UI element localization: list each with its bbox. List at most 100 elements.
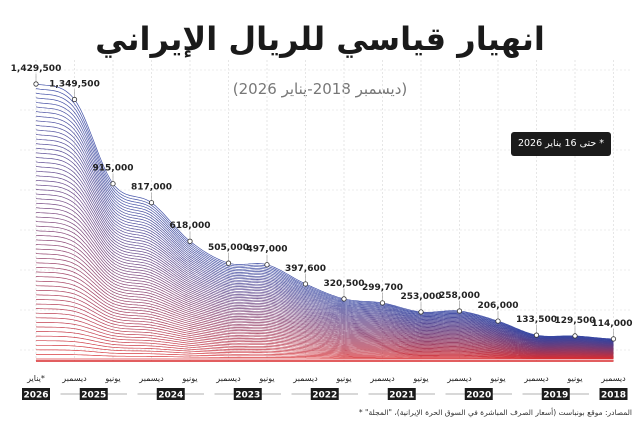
ridge-line xyxy=(35,111,614,342)
ridge-line xyxy=(35,143,614,344)
year-label: 2025 xyxy=(81,391,106,401)
ridge-line xyxy=(36,312,614,357)
data-point xyxy=(379,300,386,306)
month-tick-label: يونيو xyxy=(412,374,428,383)
ridge-line xyxy=(35,147,614,344)
ridge-line xyxy=(35,124,614,343)
ridge-line xyxy=(35,88,614,340)
data-point xyxy=(148,200,155,206)
ridge-line xyxy=(35,198,614,348)
month-tick-label: ديسمبر xyxy=(446,374,472,383)
data-point xyxy=(572,333,578,339)
data-point xyxy=(341,296,347,302)
month-tick-label: يونيو xyxy=(335,374,351,383)
ridge-line xyxy=(36,344,614,359)
ridge-line xyxy=(35,221,614,350)
ridge-line xyxy=(36,308,614,356)
ridge-line xyxy=(35,257,614,352)
data-label: 505,000 xyxy=(208,243,249,253)
ridge-line xyxy=(35,294,614,355)
year-box xyxy=(464,388,493,400)
ridge-line xyxy=(35,92,614,340)
data-label: 320,500 xyxy=(324,279,365,289)
year-label: 2024 xyxy=(158,391,183,401)
year-box xyxy=(22,388,50,400)
month-tick-label: يونيو xyxy=(258,374,274,383)
month-tick-label: ديسمبر xyxy=(138,374,164,383)
ridge-line xyxy=(35,280,614,354)
ridge-line xyxy=(35,234,614,351)
ridge-line xyxy=(35,106,614,341)
year-label: 2026 xyxy=(23,391,48,401)
month-tick-label: ديسمبر xyxy=(215,374,241,383)
data-label: 1,429,500 xyxy=(11,64,62,74)
ridge-line xyxy=(35,152,614,345)
data-label: 1,349,500 xyxy=(49,80,100,90)
data-point xyxy=(225,260,232,266)
year-label: 2019 xyxy=(543,391,568,401)
ridge-line xyxy=(36,354,614,360)
year-box xyxy=(79,388,108,400)
ridge-line xyxy=(36,340,614,359)
chart-title: انهيار قياسي للريال الإيراني xyxy=(95,20,545,58)
month-tick-label: يونيو xyxy=(566,374,582,383)
year-box xyxy=(233,388,262,400)
ridge-line xyxy=(36,349,614,359)
data-label: 253,000 xyxy=(401,292,442,302)
ridge-line xyxy=(35,134,614,343)
ridge-line xyxy=(36,289,614,355)
month-tick-label: ديسمبر xyxy=(600,374,626,383)
data-label: 114,000 xyxy=(592,319,633,329)
ridge-line xyxy=(35,211,614,349)
ridge-line xyxy=(35,299,614,355)
ridge-line xyxy=(35,262,614,353)
ridge-line xyxy=(35,115,614,342)
source-note: المصادر: موقع بونباست (أسعار الصرف المبا… xyxy=(358,408,632,417)
data-label: 299,700 xyxy=(362,283,403,293)
ridge-line xyxy=(36,335,614,358)
data-label: 915,000 xyxy=(93,164,134,174)
ridge-line xyxy=(35,303,614,356)
month-tick-label: ديسمبر xyxy=(369,374,395,383)
data-point xyxy=(71,96,78,103)
year-box xyxy=(599,388,628,400)
data-label: 497,000 xyxy=(247,245,288,255)
ridge-line xyxy=(35,321,614,357)
ridge-line xyxy=(35,239,614,351)
year-label: 2020 xyxy=(466,391,491,401)
ridge-line xyxy=(35,184,614,347)
ridge-line xyxy=(35,161,614,345)
data-point xyxy=(418,309,424,315)
ridge-line xyxy=(35,244,614,351)
data-label: 817,000 xyxy=(131,183,172,193)
data-label: 258,000 xyxy=(439,291,480,301)
month-tick-label: يناير* xyxy=(26,374,45,383)
ridge-line xyxy=(35,266,614,353)
ridge-line xyxy=(35,83,614,340)
data-point xyxy=(533,332,540,338)
year-label: 2023 xyxy=(235,391,260,401)
date-note-badge: * حتى 16 يناير 2026 xyxy=(511,132,611,156)
year-label: 2021 xyxy=(389,391,414,401)
data-label: 397,600 xyxy=(285,264,326,274)
data-point xyxy=(302,281,309,287)
month-tick-label: ديسمبر xyxy=(523,374,549,383)
data-point xyxy=(110,181,116,187)
month-tick-label: ديسمبر xyxy=(292,374,318,383)
ridge-line xyxy=(35,276,614,354)
data-point xyxy=(610,336,617,342)
ridge-line xyxy=(35,156,614,345)
ridge-line xyxy=(36,331,614,358)
month-tick-label: ديسمبر xyxy=(61,374,87,383)
ridge-line xyxy=(35,179,614,347)
data-point xyxy=(33,81,39,87)
ridge-line xyxy=(35,253,614,352)
ridge-line xyxy=(35,166,614,346)
data-label: 618,000 xyxy=(170,221,211,231)
year-label: 2022 xyxy=(312,391,337,401)
ridge-line xyxy=(35,271,614,353)
year-box xyxy=(541,388,570,400)
ridge-line xyxy=(35,97,614,341)
ridge-line xyxy=(35,326,614,358)
